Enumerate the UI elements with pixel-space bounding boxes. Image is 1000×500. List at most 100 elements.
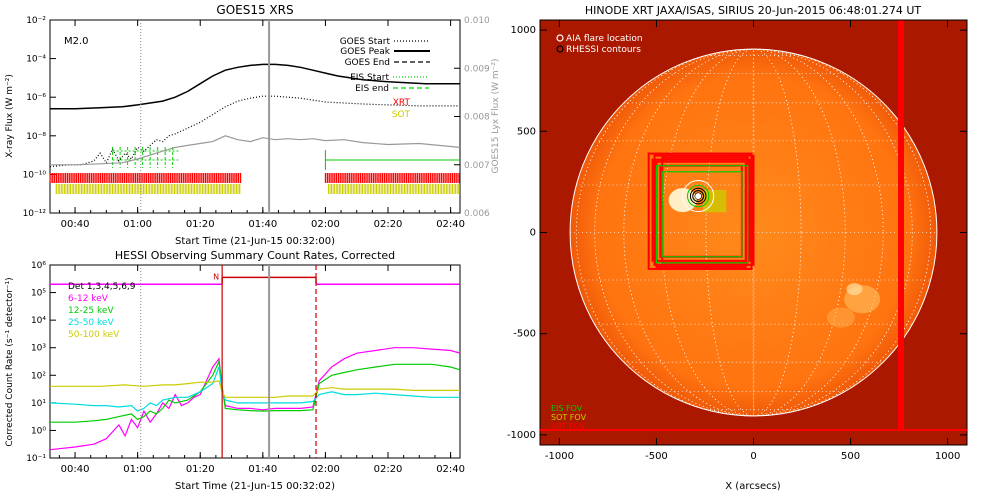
xrt-y-tick-label: -1000 [507, 430, 536, 441]
eis-fov-box [661, 171, 743, 258]
xrt-fov-box [651, 158, 751, 262]
hessi-series-12-25 keV [50, 359, 461, 423]
hessi-x-tick-label: 02:00 [311, 464, 340, 475]
goes-x-tick-label: 01:00 [123, 219, 152, 230]
grid-longitude [623, 48, 884, 417]
xrt-x-tick-label: -1000 [545, 451, 574, 462]
grid-longitude [594, 48, 913, 417]
flare-brightening [668, 188, 697, 213]
xrt-x-tick-label: -500 [645, 451, 668, 462]
goes-panel: GOES15 XRS 00:40 01:00 01:20 01:40 02:00 02:2… [5, 3, 501, 247]
goes-x-tick-label: 02:00 [311, 219, 340, 230]
hessi-x-tick-label: 01:00 [123, 464, 152, 475]
hessi-xlabel: Start Time (21-Jun-15 00:32:02) [175, 481, 335, 492]
goes-y-tick-label: 10⁻⁶ [26, 93, 46, 103]
hessi-x-tick-label: 01:20 [186, 464, 215, 475]
hessi-x-tick-label: 01:40 [248, 464, 277, 475]
hessi-legend-label: 12-25 keV [68, 306, 114, 316]
goes-ylabel-right: GOES15 Lyx Flux (W m⁻²) [491, 59, 501, 174]
goes-series-lya [50, 135, 461, 166]
eis-slit-circle [687, 184, 710, 208]
goes-y-tick-label: 10⁻¹⁰ [23, 170, 47, 180]
goes-y2-tick-label: 0.008 [464, 113, 490, 123]
hessi-y-tick-label: 10² [31, 371, 46, 381]
bright-patch [826, 307, 855, 328]
xrt-legend-symbol [556, 45, 564, 53]
rhessi-contour [692, 190, 705, 203]
xrt-y-tick-label: 0 [530, 228, 536, 239]
hessi-series-25-50 keV [49, 366, 460, 412]
hessi-y-tick-label: 10⁻¹ [26, 454, 46, 464]
goes-x-tick-label: 01:40 [248, 219, 277, 230]
hessi-y-tick-label: 10⁴ [31, 316, 46, 326]
goes-legend-label: GOES Peak [340, 47, 390, 57]
hessi-panel: HESSI Observing Summary Count Rates, Cor… [5, 249, 465, 492]
goes-x-axis: 00:40 01:00 01:20 01:40 02:00 02:20 02:40 [58, 20, 465, 230]
xrt-bar-band [325, 173, 460, 183]
goes-x-tick-label: 02:20 [374, 219, 403, 230]
goes-y-tick-label: 10⁻² [26, 16, 46, 26]
hessi-title: HESSI Observing Summary Count Rates, Cor… [115, 249, 395, 262]
xrt-fov-box [653, 154, 755, 266]
red-slit-bar [898, 20, 905, 430]
hessi-plot-frame [49, 264, 461, 459]
goes-legend-label: GOES End [345, 58, 390, 68]
hessi-x-axis: 00:40 01:00 01:20 01:40 02:00 02:20 02:40 [58, 265, 465, 475]
hessi-series-6-12 keV [49, 347, 461, 451]
goes-xlabel: Start Time (21-Jun-15 00:32:00) [175, 236, 335, 247]
hessi-legend-label: Det 1,3,4,5,6,9 [68, 282, 136, 292]
goes-title: GOES15 XRS [216, 3, 293, 17]
xrt-y-tick-label: 1000 [511, 25, 536, 36]
xrt-fov-legend-label: SOT FOV [551, 413, 587, 422]
hessi-series-group [49, 283, 461, 451]
aia-flare-circle [682, 180, 715, 213]
hessi-x-tick-label: 00:40 [61, 464, 90, 475]
xrt-y-tick-label: -500 [513, 329, 536, 340]
xrt-legend-symbol [556, 34, 564, 42]
goes-instrument-bars [49, 147, 460, 194]
xrt-panel: HINODE XRT JAXA/ISAS, SIRIUS 20-Jun-2015… [507, 4, 968, 492]
xrt-title: HINODE XRT JAXA/ISAS, SIRIUS 20-Jun-2015… [585, 4, 922, 17]
sot-bar-band [56, 184, 241, 194]
goes-y-axis: 10⁻¹² 10⁻¹⁰ 10⁻⁸ 10⁻⁶ 10⁻⁴ 10⁻² [23, 16, 56, 219]
hessi-x-tick-label: 02:40 [436, 464, 465, 475]
hessi-markers: N [140, 265, 317, 458]
goes-series-group [49, 63, 461, 168]
goes-x-tick-label: 01:20 [186, 219, 215, 230]
goes-x-tick-label: 00:40 [61, 219, 90, 230]
hessi-legend-label: 50-100 keV [68, 330, 120, 340]
goes-y2-tick-label: 0.009 [464, 64, 490, 74]
hessi-x-tick-label: 02:20 [374, 464, 403, 475]
xrt-bar-band [50, 173, 241, 183]
xrt-legend-label: RHESSI contours [566, 45, 641, 55]
eis-fov-box [655, 165, 749, 264]
goes-y2-tick-label: 0.006 [464, 209, 490, 219]
hessi-y-tick-label: 10⁰ [31, 426, 46, 436]
xrt-fov-box [647, 152, 753, 270]
goes-y-tick-label: 10⁻⁸ [26, 132, 46, 142]
xrt-y-axis: -1000 -500 0 500 1000 [507, 25, 967, 441]
flare-region [668, 180, 715, 213]
xrt-fov-legend-label: EIS FOV [551, 404, 583, 413]
goes-y2-tick-label: 0.007 [464, 161, 490, 171]
xrt-y-tick-label: 500 [517, 126, 536, 137]
goes-ylabel: X-ray Flux (W m⁻²) [5, 74, 15, 158]
flare-center-marker [695, 193, 702, 200]
hessi-series-50-100 keV [50, 380, 460, 398]
xrt-xlabel: X (arcsecs) [725, 481, 781, 492]
xrt-legend-label: AIA flare location [566, 34, 643, 44]
goes-series-long [50, 63, 460, 110]
hessi-legend-label: 25-50 keV [68, 318, 114, 328]
sot-bar-band [328, 184, 460, 194]
night-label: N [213, 272, 219, 281]
hessi-y-tick-label: 10¹ [31, 399, 46, 409]
goes-legend-label: EIS end [355, 84, 389, 94]
hessi-y-axis: 10⁻¹ 10⁰ 10¹ 10² 10³ 10⁴ 10⁵ 10⁶ [26, 261, 56, 464]
goes-y2-tick-label: 0.010 [464, 16, 490, 26]
bright-patches [826, 283, 881, 328]
goes-legend-label: GOES Start [340, 37, 391, 47]
goes-legend-label: XRT [393, 98, 411, 108]
